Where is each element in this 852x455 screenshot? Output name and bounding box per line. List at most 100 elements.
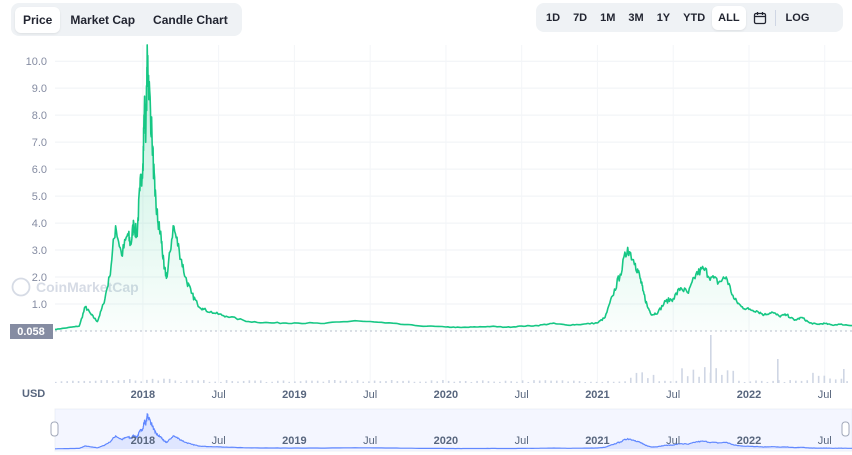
volume-bar	[669, 381, 672, 383]
volume-bar	[806, 380, 809, 383]
volume-bar	[590, 381, 592, 383]
x-tick-year: 2020	[434, 389, 458, 401]
navigator-tick-year: 2018	[131, 435, 155, 447]
range-1y[interactable]: 1Y	[656, 11, 671, 24]
volume-bar	[180, 381, 182, 383]
x-tick-year: 2019	[282, 389, 306, 401]
volume-bar	[829, 378, 831, 383]
currency-label: USD	[22, 388, 45, 400]
calendar-icon[interactable]	[749, 7, 771, 29]
tab-candle-chart[interactable]: Candle Chart	[153, 12, 228, 27]
volume-bar	[840, 378, 843, 383]
volume-bar	[812, 372, 814, 383]
volume-bar	[282, 380, 285, 383]
chart-grid	[55, 45, 852, 383]
volume-bar	[538, 380, 541, 383]
volume-bar	[629, 377, 632, 383]
range-7d[interactable]: 7D	[573, 11, 588, 24]
y-tick-label: 8.0	[32, 110, 47, 122]
volume-bars	[55, 335, 848, 383]
volume-bar	[601, 381, 604, 383]
volume-bar	[470, 381, 473, 383]
volume-bar	[703, 367, 706, 383]
range-3m[interactable]: 3M	[628, 11, 644, 24]
volume-bar	[710, 335, 712, 383]
x-tick-month: Jul	[666, 389, 680, 401]
range-all[interactable]: ALL	[712, 5, 746, 30]
volume-bar	[425, 381, 427, 383]
volume-bar	[726, 370, 729, 383]
volume-bar	[140, 381, 142, 383]
volume-bar	[493, 381, 495, 383]
volume-bar	[555, 380, 558, 383]
volume-bar	[487, 381, 490, 383]
volume-bar	[208, 381, 211, 383]
range-ytd[interactable]: YTD	[683, 11, 706, 24]
navigator-line	[55, 413, 852, 450]
y-tick-label: 3.0	[32, 245, 47, 257]
range-1d[interactable]: 1D	[546, 11, 561, 24]
volume-bar	[652, 374, 655, 383]
volume-bar	[738, 380, 740, 383]
volume-bar	[66, 381, 68, 383]
volume-bar	[430, 380, 433, 383]
navigator-area	[55, 413, 852, 449]
volume-bar	[294, 381, 296, 383]
volume-bar	[481, 380, 484, 383]
volume-bar	[567, 381, 569, 383]
y-tick-label: 7.0	[32, 137, 47, 149]
volume-bar	[265, 381, 268, 383]
volume-bar	[664, 380, 666, 383]
volume-bar	[823, 375, 826, 383]
volume-bar	[328, 380, 330, 383]
navigator-tick-month: Jul	[818, 435, 832, 447]
volume-bar	[203, 380, 205, 383]
volume-bar	[254, 380, 256, 383]
volume-bar	[106, 380, 108, 383]
volume-bar	[242, 380, 245, 383]
volume-bar	[516, 381, 518, 383]
volume-bar	[271, 381, 273, 383]
volume-bar	[83, 380, 86, 383]
current-price-badge: 0.058	[10, 324, 53, 339]
tab-price[interactable]: Price	[15, 6, 61, 33]
volume-bar	[123, 380, 125, 383]
volume-bar	[843, 369, 845, 383]
volume-bar	[533, 380, 535, 383]
volume-bar	[760, 380, 763, 383]
volume-bar	[259, 380, 262, 383]
volume-bar	[550, 380, 552, 383]
volume-bar	[789, 380, 791, 383]
current-price-badge-bg	[10, 324, 53, 339]
volume-bar	[351, 381, 353, 383]
watermark-logo-icon	[11, 277, 31, 297]
volume-bar	[453, 381, 456, 383]
volume-bar	[163, 378, 165, 383]
volume-bar	[527, 381, 530, 383]
volume-bar	[220, 381, 222, 383]
volume-bar	[686, 376, 689, 383]
volume-bar	[368, 381, 370, 383]
x-tick-month: Jul	[212, 389, 226, 401]
volume-bar	[783, 381, 786, 383]
volume-bar	[698, 376, 700, 383]
volume-bar	[834, 379, 837, 383]
volume-bar	[459, 381, 461, 383]
volume-bar	[510, 381, 513, 383]
volume-bar	[117, 380, 120, 383]
volume-bar	[373, 380, 376, 383]
x-tick-month: Jul	[818, 389, 832, 401]
log-scale-toggle[interactable]: LOG	[785, 11, 810, 24]
volume-bar	[55, 381, 57, 383]
volume-bar	[607, 380, 609, 383]
volume-bar	[129, 379, 131, 383]
volume-bar	[777, 359, 779, 383]
range-1m[interactable]: 1M	[600, 11, 616, 24]
x-tick-month: Jul	[515, 389, 529, 401]
navigator-tick-year: 2022	[737, 435, 761, 447]
volume-bar	[288, 381, 291, 383]
volume-bar	[800, 380, 803, 383]
volume-bar	[248, 380, 251, 383]
volume-bar	[89, 381, 91, 383]
tab-market-cap[interactable]: Market Cap	[70, 12, 136, 27]
